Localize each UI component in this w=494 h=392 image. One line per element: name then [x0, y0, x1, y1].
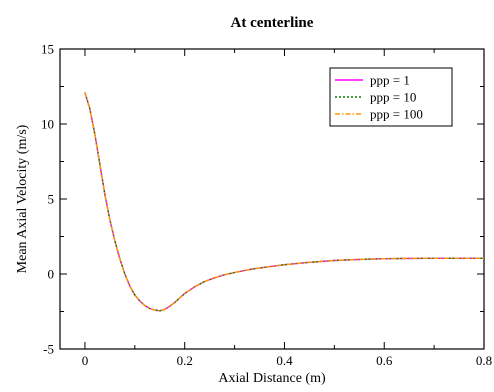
- y-tick-label: -5: [43, 342, 54, 357]
- x-tick-label: 0.8: [476, 353, 492, 368]
- y-tick-label: 5: [48, 192, 55, 207]
- y-tick-label: 15: [41, 42, 54, 57]
- x-axis-label: Axial Distance (m): [218, 371, 326, 386]
- x-tick-label: 0.6: [376, 353, 393, 368]
- legend-box: [329, 67, 453, 127]
- chart-title: At centerline: [231, 15, 314, 31]
- x-tick-label: 0: [82, 353, 89, 368]
- legend-label-1: ppp = 1: [370, 73, 410, 88]
- y-tick-label: 0: [48, 267, 55, 282]
- legend-label-3: ppp = 100: [370, 107, 423, 122]
- plot-area: 0 0.2 0.4 0.6 0.8 -5 0 5 10 15: [41, 42, 492, 369]
- x-tick-label: 0.2: [177, 353, 193, 368]
- y-axis-label: Mean Axial Velocity (m/s): [15, 124, 30, 273]
- legend: ppp = 1 ppp = 10 ppp = 100: [329, 67, 453, 127]
- y-tick-label: 10: [41, 117, 54, 132]
- series-line-3: [84, 92, 484, 312]
- series-line-2: [84, 92, 484, 312]
- x-tick-label: 0.4: [276, 353, 293, 368]
- legend-label-2: ppp = 10: [370, 90, 416, 105]
